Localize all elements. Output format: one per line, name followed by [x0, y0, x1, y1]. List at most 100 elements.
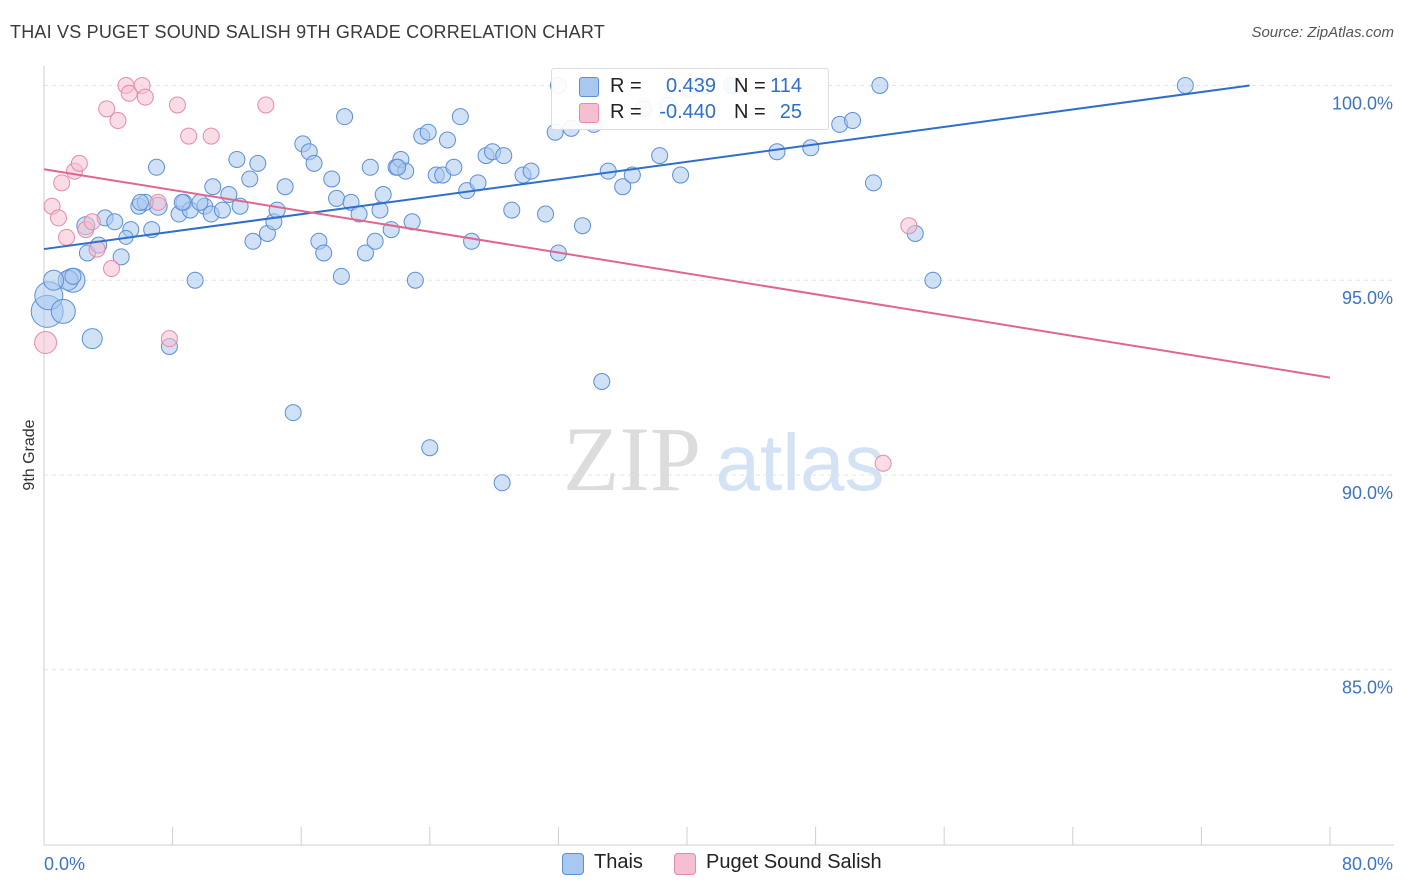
data-point — [900, 217, 918, 235]
series-swatch-thais — [562, 853, 584, 875]
data-point — [503, 201, 521, 219]
y-axis-label: 9th Grade — [21, 419, 38, 490]
correlation-legend: R = 0.439 N = 114 R = -0.440 N = 25 — [551, 68, 829, 130]
data-point — [136, 88, 154, 106]
data-point — [463, 232, 481, 250]
y-tick-label: 85.0% — [1342, 678, 1393, 698]
data-point — [421, 439, 439, 457]
x-tick-label: 80.0% — [1342, 854, 1393, 874]
data-point — [614, 178, 632, 196]
data-point — [802, 139, 820, 157]
axes-layer — [43, 66, 1394, 846]
data-point — [131, 193, 149, 211]
points-layer — [30, 76, 1194, 492]
data-point — [451, 108, 469, 126]
watermark-zip: ZIP — [563, 408, 701, 510]
data-point — [257, 96, 275, 114]
legend-row-thais: R = 0.439 N = 114 — [552, 75, 828, 99]
data-point — [98, 100, 116, 118]
data-point — [328, 189, 346, 207]
legend-r-value: 0.439 — [665, 75, 716, 97]
legend-row-puget-sound-salish: R = -0.440 N = 25 — [552, 101, 828, 125]
data-point — [438, 131, 456, 149]
series-thais-points — [30, 76, 1194, 492]
watermark-atlas: atlas — [716, 418, 885, 507]
y-tick-label: 95.0% — [1342, 288, 1393, 308]
data-point — [574, 217, 592, 235]
data-point — [768, 143, 786, 161]
data-point — [120, 84, 138, 102]
legend-r-label: R = — [610, 101, 642, 123]
data-point — [284, 404, 302, 422]
data-point — [58, 228, 76, 246]
data-point — [112, 248, 130, 266]
data-point — [49, 209, 67, 227]
trend-layer — [43, 84, 1331, 379]
trend-line-thais — [43, 84, 1250, 251]
chart-title: THAI VS PUGET SOUND SALISH 9TH GRADE COR… — [10, 22, 605, 42]
data-point — [83, 213, 101, 231]
data-point — [1176, 76, 1194, 94]
series-swatch-puget-sound-salish — [674, 853, 696, 875]
data-point — [537, 205, 555, 223]
data-point — [445, 158, 463, 176]
data-point — [864, 174, 882, 192]
data-point — [406, 271, 424, 289]
labels-layer: 100.0% 95.0% 90.0% 85.0% 0.0% 80.0% 9th Grade — [21, 93, 1393, 874]
data-point — [53, 174, 71, 192]
data-point — [180, 127, 198, 145]
legend-r-label: R = — [610, 75, 642, 97]
legend-n-label: N = — [734, 75, 766, 97]
data-point — [419, 123, 437, 141]
data-point — [168, 96, 186, 114]
data-point — [149, 193, 167, 211]
data-point — [34, 331, 58, 355]
data-point — [173, 193, 191, 211]
legend-n-label: N = — [734, 101, 766, 123]
data-point — [276, 178, 294, 196]
data-point — [81, 328, 103, 350]
data-point — [874, 454, 892, 472]
data-point — [305, 154, 323, 172]
data-point — [50, 298, 76, 324]
data-point — [160, 330, 178, 348]
data-point — [357, 244, 374, 262]
data-point — [651, 147, 669, 165]
data-point — [623, 166, 641, 184]
data-point — [228, 150, 246, 168]
data-point — [323, 170, 341, 188]
data-point — [332, 267, 350, 285]
legend-r-value: -0.440 — [659, 101, 716, 123]
watermark: ZIP atlas — [563, 408, 884, 510]
data-point — [374, 186, 392, 204]
legend-swatch-thais — [579, 77, 599, 97]
data-point — [148, 158, 166, 176]
legend-n-value: 25 — [779, 101, 802, 123]
y-tick-label: 90.0% — [1342, 483, 1393, 503]
data-point — [366, 232, 384, 250]
source-label: Source: ZipAtlas.com — [1251, 24, 1394, 41]
data-point — [493, 474, 511, 492]
series-legend: Thais Puget Sound Salish — [0, 851, 1406, 877]
data-point — [202, 127, 220, 145]
data-point — [361, 158, 379, 176]
data-point — [103, 260, 121, 278]
data-point — [336, 108, 354, 126]
data-point — [106, 213, 124, 231]
data-point — [389, 158, 407, 176]
data-point — [495, 147, 513, 165]
legend-n-value: 114 — [770, 75, 802, 97]
series-label-thais: Thais — [594, 851, 643, 873]
data-point — [109, 112, 127, 130]
data-point — [593, 372, 611, 390]
series-label-puget-sound-salish: Puget Sound Salish — [706, 851, 882, 873]
data-point — [244, 232, 262, 250]
data-point — [204, 178, 222, 196]
data-point — [924, 271, 942, 289]
data-point — [70, 154, 88, 172]
data-point — [315, 244, 333, 262]
data-point — [672, 166, 690, 184]
data-point — [249, 154, 267, 172]
data-point — [871, 76, 889, 94]
